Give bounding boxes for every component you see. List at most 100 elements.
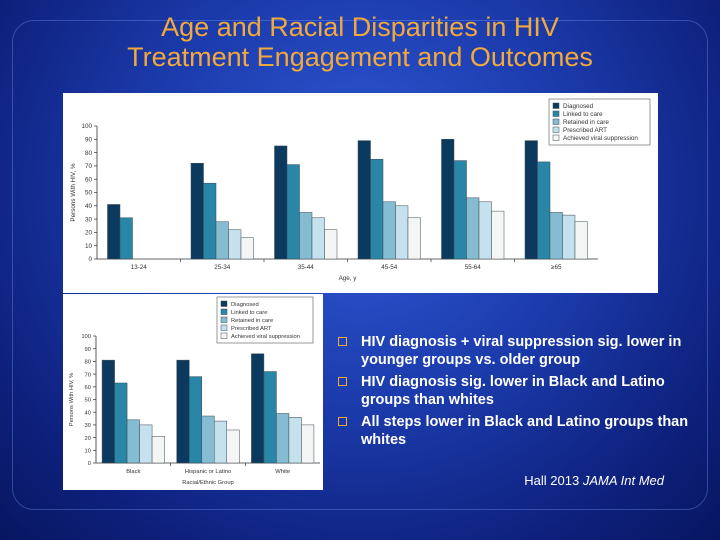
x-tick-label: Black (126, 469, 140, 475)
bar (214, 420, 227, 464)
bar (299, 212, 313, 260)
legend-swatch (552, 118, 560, 125)
bar (176, 359, 190, 464)
y-tick-label: 100 (81, 123, 92, 130)
y-tick-label: 100 (81, 334, 91, 340)
bar (324, 229, 338, 260)
bar (240, 237, 254, 260)
bullet-item: HIV diagnosis sig. lower in Black and La… (338, 373, 690, 409)
y-tick-label: 60 (85, 176, 93, 183)
x-tick-label: 25-34 (214, 264, 231, 271)
bar (395, 205, 409, 260)
legend-label: Prescribed ART (563, 127, 607, 134)
bar (189, 376, 202, 464)
y-tick-label: 40 (85, 410, 91, 416)
bar (151, 436, 165, 464)
bar (276, 413, 290, 464)
x-tick-label: ≥65 (551, 264, 562, 271)
bar (524, 140, 538, 260)
bar (466, 197, 480, 260)
bullet-square-icon (338, 337, 347, 346)
y-tick-label: 70 (85, 163, 93, 170)
legend-label: Diagnosed (563, 103, 594, 110)
bar (311, 217, 325, 260)
y-tick-label: 10 (85, 449, 91, 455)
bar (478, 201, 492, 260)
bar (453, 160, 467, 260)
x-tick-label: 13-24 (131, 264, 148, 271)
citation-journal: JAMA Int Med (582, 473, 664, 488)
citation: Hall 2013 JAMA Int Med (524, 473, 664, 488)
bar (203, 182, 217, 260)
x-tick-label: Hispanic or Latino (185, 469, 231, 475)
y-tick-label: 30 (85, 423, 91, 429)
bar (114, 382, 128, 464)
bullet-text: All steps lower in Black and Latino grou… (361, 414, 689, 448)
y-tick-label: 80 (85, 360, 91, 366)
y-tick-label: 10 (85, 243, 93, 250)
bar (201, 415, 215, 464)
legend-swatch (220, 308, 228, 315)
y-tick-label: 50 (85, 398, 91, 404)
bar (370, 159, 384, 260)
bar (190, 162, 204, 260)
bar (251, 353, 265, 464)
age-chart-panel: 0 10 20 30 40 50 60 70 80 90 100 Persons With HIV, … (63, 93, 658, 293)
bar (301, 424, 315, 464)
bullet-text: HIV diagnosis + viral suppression sig. l… (361, 334, 682, 368)
y-axis-label: Persons With HIV, % (69, 373, 75, 427)
y-tick-label: 0 (88, 461, 91, 467)
bar (357, 140, 371, 260)
bar (107, 204, 121, 260)
bullet-square-icon (338, 417, 347, 426)
bar (549, 212, 563, 260)
x-tick-label: 55-64 (465, 264, 482, 271)
x-tick-label: White (275, 469, 290, 475)
bullet-list: HIV diagnosis + viral suppression sig. l… (338, 333, 690, 453)
age-chart: 0 10 20 30 40 50 60 70 80 90 100 Persons With HIV, … (70, 98, 651, 282)
y-tick-label: 40 (85, 203, 93, 210)
legend-swatch (552, 134, 560, 141)
slide-title: Age and Racial Disparities in HIV Treatm… (20, 12, 700, 72)
bar (228, 229, 242, 260)
legend-swatch (552, 126, 560, 133)
y-axis-label: Persons With HIV, % (70, 163, 77, 222)
bar (139, 424, 153, 464)
legend-label: Achieved viral suppression (231, 334, 300, 340)
bar (407, 217, 421, 260)
bar (226, 429, 240, 464)
bar (263, 371, 277, 464)
legend-swatch (220, 324, 228, 331)
race-chart: 0 10 20 30 40 50 60 70 80 90 100 Persons With HIV, … (69, 296, 320, 486)
legend-swatch (552, 110, 560, 117)
legend-label: Retained in care (231, 318, 273, 324)
bar (537, 161, 551, 260)
legend-swatch (552, 102, 560, 109)
bullet-square-icon (338, 377, 347, 386)
y-tick-label: 0 (88, 256, 92, 263)
bar (441, 139, 455, 260)
slide-title-line-2: Treatment Engagement and Outcomes (127, 42, 593, 72)
legend-label: Achieved viral suppression (563, 135, 638, 142)
bar (562, 214, 576, 260)
legend-label: Diagnosed (231, 302, 259, 308)
y-tick-label: 20 (85, 436, 91, 442)
citation-author: Hall 2013 (524, 473, 580, 488)
x-axis-label: Age, y (339, 275, 358, 282)
x-tick-label: 45-54 (381, 264, 398, 271)
y-tick-label: 60 (85, 385, 91, 391)
legend-label: Linked to care (231, 310, 267, 316)
bullet-item: HIV diagnosis + viral suppression sig. l… (338, 333, 690, 369)
bullet-text: HIV diagnosis sig. lower in Black and La… (361, 374, 665, 408)
legend-swatch (220, 316, 228, 323)
bullet-item: All steps lower in Black and Latino grou… (338, 413, 690, 449)
y-tick-label: 90 (85, 137, 93, 144)
legend-swatch (220, 332, 228, 339)
legend-label: Linked to care (563, 111, 603, 118)
bar (126, 419, 140, 464)
legend-label: Prescribed ART (231, 326, 272, 332)
legend-label: Retained in care (563, 119, 609, 126)
y-tick-label: 20 (85, 230, 93, 237)
legend-box (548, 98, 651, 146)
